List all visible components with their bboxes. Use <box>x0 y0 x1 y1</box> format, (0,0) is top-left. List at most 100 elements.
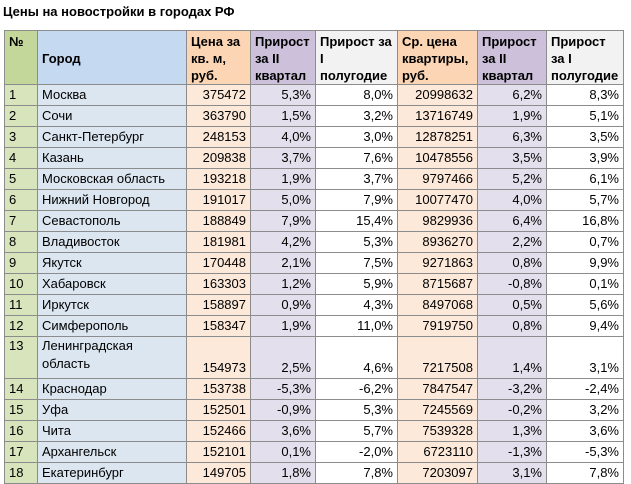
cell-no[interactable]: 9 <box>4 252 38 274</box>
cell-price[interactable]: 363790 <box>186 105 251 127</box>
cell-city[interactable]: Нижний Новгород <box>37 189 187 211</box>
cell-avg-growth-q2[interactable]: 6,2% <box>477 84 547 106</box>
cell-avg-price[interactable]: 12878251 <box>397 126 478 148</box>
cell-growth-q2[interactable]: 7,9% <box>250 210 316 232</box>
cell-city[interactable]: Хабаровск <box>37 273 187 295</box>
cell-avg-growth-h1[interactable]: 5,1% <box>546 105 624 127</box>
cell-price[interactable]: 154973 <box>186 336 251 379</box>
cell-city[interactable]: Екатеринбург <box>37 462 187 484</box>
cell-growth-h1[interactable]: 3,7% <box>315 168 398 190</box>
cell-avg-growth-h1[interactable]: 3,6% <box>546 420 624 442</box>
cell-city[interactable]: Архангельск <box>37 441 187 463</box>
cell-growth-h1[interactable]: 11,0% <box>315 315 398 337</box>
cell-growth-h1[interactable]: 7,8% <box>315 462 398 484</box>
cell-growth-h1[interactable]: 8,0% <box>315 84 398 106</box>
cell-growth-q2[interactable]: -0,9% <box>250 399 316 421</box>
cell-avg-price[interactable]: 13716749 <box>397 105 478 127</box>
cell-avg-growth-q2[interactable]: 0,5% <box>477 294 547 316</box>
cell-avg-growth-q2[interactable]: -3,2% <box>477 378 547 400</box>
cell-avg-price[interactable]: 10077470 <box>397 189 478 211</box>
cell-avg-growth-q2[interactable]: 3,1% <box>477 462 547 484</box>
header-avg-price[interactable]: Ср. цена квартиры, руб. <box>397 30 478 85</box>
cell-city[interactable]: Казань <box>37 147 187 169</box>
cell-no[interactable]: 8 <box>4 231 38 253</box>
cell-price[interactable]: 188849 <box>186 210 251 232</box>
cell-growth-h1[interactable]: 5,3% <box>315 399 398 421</box>
cell-no[interactable]: 11 <box>4 294 38 316</box>
cell-price[interactable]: 170448 <box>186 252 251 274</box>
cell-growth-h1[interactable]: 7,9% <box>315 189 398 211</box>
cell-price[interactable]: 152501 <box>186 399 251 421</box>
cell-avg-growth-q2[interactable]: 0,8% <box>477 252 547 274</box>
cell-no[interactable]: 15 <box>4 399 38 421</box>
cell-avg-growth-q2[interactable]: 6,4% <box>477 210 547 232</box>
cell-avg-price[interactable]: 7847547 <box>397 378 478 400</box>
cell-growth-q2[interactable]: 0,9% <box>250 294 316 316</box>
cell-price[interactable]: 191017 <box>186 189 251 211</box>
cell-city[interactable]: Московская область <box>37 168 187 190</box>
cell-growth-h1[interactable]: 7,6% <box>315 147 398 169</box>
cell-avg-price[interactable]: 8936270 <box>397 231 478 253</box>
cell-price[interactable]: 153738 <box>186 378 251 400</box>
cell-avg-price[interactable]: 20998632 <box>397 84 478 106</box>
cell-growth-q2[interactable]: -5,3% <box>250 378 316 400</box>
cell-avg-price[interactable]: 7245569 <box>397 399 478 421</box>
cell-avg-growth-h1[interactable]: 5,7% <box>546 189 624 211</box>
cell-avg-growth-h1[interactable]: 16,8% <box>546 210 624 232</box>
cell-price[interactable]: 152466 <box>186 420 251 442</box>
cell-growth-q2[interactable]: 4,0% <box>250 126 316 148</box>
cell-no[interactable]: 2 <box>4 105 38 127</box>
cell-price[interactable]: 193218 <box>186 168 251 190</box>
cell-avg-growth-h1[interactable]: 8,3% <box>546 84 624 106</box>
cell-no[interactable]: 5 <box>4 168 38 190</box>
header-city[interactable]: Город <box>37 30 187 85</box>
cell-avg-growth-q2[interactable]: -0,2% <box>477 399 547 421</box>
cell-no[interactable]: 18 <box>4 462 38 484</box>
cell-city[interactable]: Москва <box>37 84 187 106</box>
cell-growth-h1[interactable]: 5,7% <box>315 420 398 442</box>
cell-growth-h1[interactable]: -2,0% <box>315 441 398 463</box>
cell-city[interactable]: Чита <box>37 420 187 442</box>
cell-growth-q2[interactable]: 0,1% <box>250 441 316 463</box>
cell-growth-q2[interactable]: 1,5% <box>250 105 316 127</box>
cell-growth-h1[interactable]: -6,2% <box>315 378 398 400</box>
cell-growth-h1[interactable]: 5,9% <box>315 273 398 295</box>
cell-avg-growth-q2[interactable]: 2,2% <box>477 231 547 253</box>
cell-growth-q2[interactable]: 1,9% <box>250 315 316 337</box>
cell-avg-growth-h1[interactable]: 0,1% <box>546 273 624 295</box>
cell-price[interactable]: 248153 <box>186 126 251 148</box>
cell-avg-growth-q2[interactable]: 6,3% <box>477 126 547 148</box>
cell-growth-h1[interactable]: 3,2% <box>315 105 398 127</box>
cell-no[interactable]: 3 <box>4 126 38 148</box>
cell-city[interactable]: Санкт-Петербург <box>37 126 187 148</box>
cell-avg-price[interactable]: 8715687 <box>397 273 478 295</box>
cell-city[interactable]: Краснодар <box>37 378 187 400</box>
cell-no[interactable]: 14 <box>4 378 38 400</box>
cell-growth-h1[interactable]: 4,3% <box>315 294 398 316</box>
cell-avg-price[interactable]: 9797466 <box>397 168 478 190</box>
cell-avg-growth-q2[interactable]: 4,0% <box>477 189 547 211</box>
cell-growth-q2[interactable]: 1,2% <box>250 273 316 295</box>
header-avg-growth-q2[interactable]: Прирост за II квартал <box>477 30 547 85</box>
cell-growth-q2[interactable]: 1,9% <box>250 168 316 190</box>
cell-city[interactable]: Симферополь <box>37 315 187 337</box>
cell-avg-growth-q2[interactable]: -0,8% <box>477 273 547 295</box>
cell-price[interactable]: 209838 <box>186 147 251 169</box>
header-price[interactable]: Цена за кв. м, руб. <box>186 30 251 85</box>
cell-avg-price[interactable]: 10478556 <box>397 147 478 169</box>
cell-price[interactable]: 375472 <box>186 84 251 106</box>
cell-growth-q2[interactable]: 5,3% <box>250 84 316 106</box>
cell-city[interactable]: Ленинградская область <box>37 336 187 379</box>
cell-city[interactable]: Севастополь <box>37 210 187 232</box>
cell-avg-growth-h1[interactable]: 9,9% <box>546 252 624 274</box>
cell-avg-growth-q2[interactable]: -1,3% <box>477 441 547 463</box>
cell-avg-growth-h1[interactable]: -5,3% <box>546 441 624 463</box>
cell-avg-price[interactable]: 7919750 <box>397 315 478 337</box>
cell-avg-price[interactable]: 7203097 <box>397 462 478 484</box>
cell-growth-h1[interactable]: 5,3% <box>315 231 398 253</box>
cell-no[interactable]: 4 <box>4 147 38 169</box>
cell-growth-q2[interactable]: 2,1% <box>250 252 316 274</box>
cell-avg-price[interactable]: 7217508 <box>397 336 478 379</box>
cell-no[interactable]: 17 <box>4 441 38 463</box>
cell-avg-growth-h1[interactable]: 3,2% <box>546 399 624 421</box>
